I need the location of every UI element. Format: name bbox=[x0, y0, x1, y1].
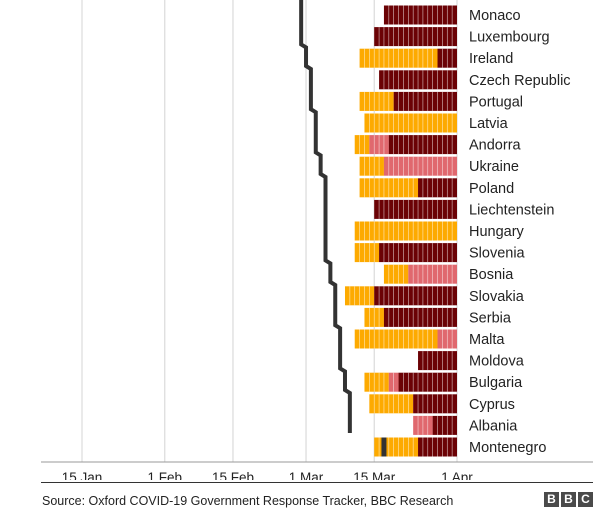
country-row: Liechtenstein bbox=[374, 199, 554, 219]
country-label: Latvia bbox=[469, 116, 509, 132]
country-label: Hungary bbox=[469, 224, 525, 240]
x-tick-label: 15 Jan bbox=[62, 470, 103, 480]
response-segment bbox=[383, 264, 409, 284]
country-label: Malta bbox=[469, 332, 505, 348]
country-label: Bulgaria bbox=[469, 375, 523, 391]
country-row: Albania bbox=[413, 415, 518, 435]
country-row: Slovakia bbox=[344, 286, 525, 306]
source-note: Source: Oxford COVID-19 Government Respo… bbox=[42, 494, 454, 508]
country-label: Moldova bbox=[469, 354, 525, 370]
response-segment bbox=[354, 135, 370, 155]
country-row: Cyprus bbox=[369, 394, 515, 414]
response-segment bbox=[413, 394, 457, 414]
response-segment bbox=[432, 415, 457, 435]
country-row: Luxembourg bbox=[374, 27, 550, 47]
x-tick-label: 15 Mar bbox=[353, 470, 396, 480]
country-row: Ireland bbox=[359, 48, 513, 68]
response-segment bbox=[374, 437, 419, 457]
response-segment bbox=[359, 156, 384, 176]
country-row: Malta bbox=[354, 329, 505, 349]
country-row: Monaco bbox=[383, 5, 521, 25]
bbc-logo-letter: B bbox=[561, 492, 576, 507]
country-row: Slovenia bbox=[354, 243, 526, 263]
x-tick-label: 1 Apr bbox=[441, 470, 473, 480]
country-row: Ukraine bbox=[359, 156, 519, 176]
first-case-marker bbox=[381, 437, 387, 457]
x-tick-label: 15 Feb bbox=[212, 470, 254, 480]
bbc-logo-letter: C bbox=[578, 492, 593, 507]
response-segment bbox=[383, 307, 457, 327]
response-segment bbox=[354, 221, 457, 241]
country-label: Slovakia bbox=[469, 289, 525, 305]
response-segment bbox=[393, 91, 457, 111]
country-label: Monaco bbox=[469, 8, 521, 24]
response-segment bbox=[369, 394, 414, 414]
response-segment bbox=[383, 156, 457, 176]
country-row: Latvia bbox=[364, 113, 509, 133]
country-label: Poland bbox=[469, 181, 514, 197]
country-row: Montenegro bbox=[374, 437, 546, 457]
first-case-line bbox=[299, 0, 352, 433]
country-label: Serbia bbox=[469, 310, 512, 326]
country-row: Serbia bbox=[364, 307, 512, 327]
country-label: Cyprus bbox=[469, 397, 515, 413]
country-label: Ukraine bbox=[469, 159, 519, 175]
country-label: Czech Republic bbox=[469, 73, 571, 89]
response-timeline-chart: Monaco Luxembourg Ireland Czech Republic Por… bbox=[41, 0, 593, 480]
x-tick-label: 1 Mar bbox=[289, 470, 324, 480]
country-row: Hungary bbox=[354, 221, 525, 241]
response-segment bbox=[364, 113, 457, 133]
country-row: Czech Republic bbox=[379, 70, 571, 90]
response-segment bbox=[364, 372, 389, 392]
response-segment bbox=[383, 5, 457, 25]
bbc-logo: B B C bbox=[544, 492, 593, 507]
chart-footer: Source: Oxford COVID-19 Government Respo… bbox=[41, 482, 593, 513]
country-label: Ireland bbox=[469, 51, 513, 67]
country-label: Albania bbox=[469, 418, 518, 434]
country-label: Bosnia bbox=[469, 267, 514, 283]
country-label: Slovenia bbox=[469, 246, 526, 262]
response-segment bbox=[354, 243, 380, 263]
country-row: Bosnia bbox=[383, 264, 514, 284]
country-label: Montenegro bbox=[469, 440, 546, 456]
country-row: Moldova bbox=[418, 351, 525, 371]
response-segment bbox=[374, 27, 457, 47]
country-label: Liechtenstein bbox=[469, 202, 554, 218]
response-segment bbox=[374, 199, 457, 219]
response-segment bbox=[359, 91, 394, 111]
bbc-logo-letter: B bbox=[544, 492, 559, 507]
response-segment bbox=[354, 329, 438, 349]
country-label: Andorra bbox=[469, 138, 522, 154]
country-row: Andorra bbox=[354, 135, 522, 155]
country-row: Bulgaria bbox=[364, 372, 523, 392]
country-label: Luxembourg bbox=[469, 30, 550, 46]
x-tick-label: 1 Feb bbox=[148, 470, 183, 480]
country-row: Poland bbox=[359, 178, 514, 198]
response-segment bbox=[374, 286, 457, 306]
country-label: Portugal bbox=[469, 94, 523, 110]
country-row: Portugal bbox=[359, 91, 523, 111]
